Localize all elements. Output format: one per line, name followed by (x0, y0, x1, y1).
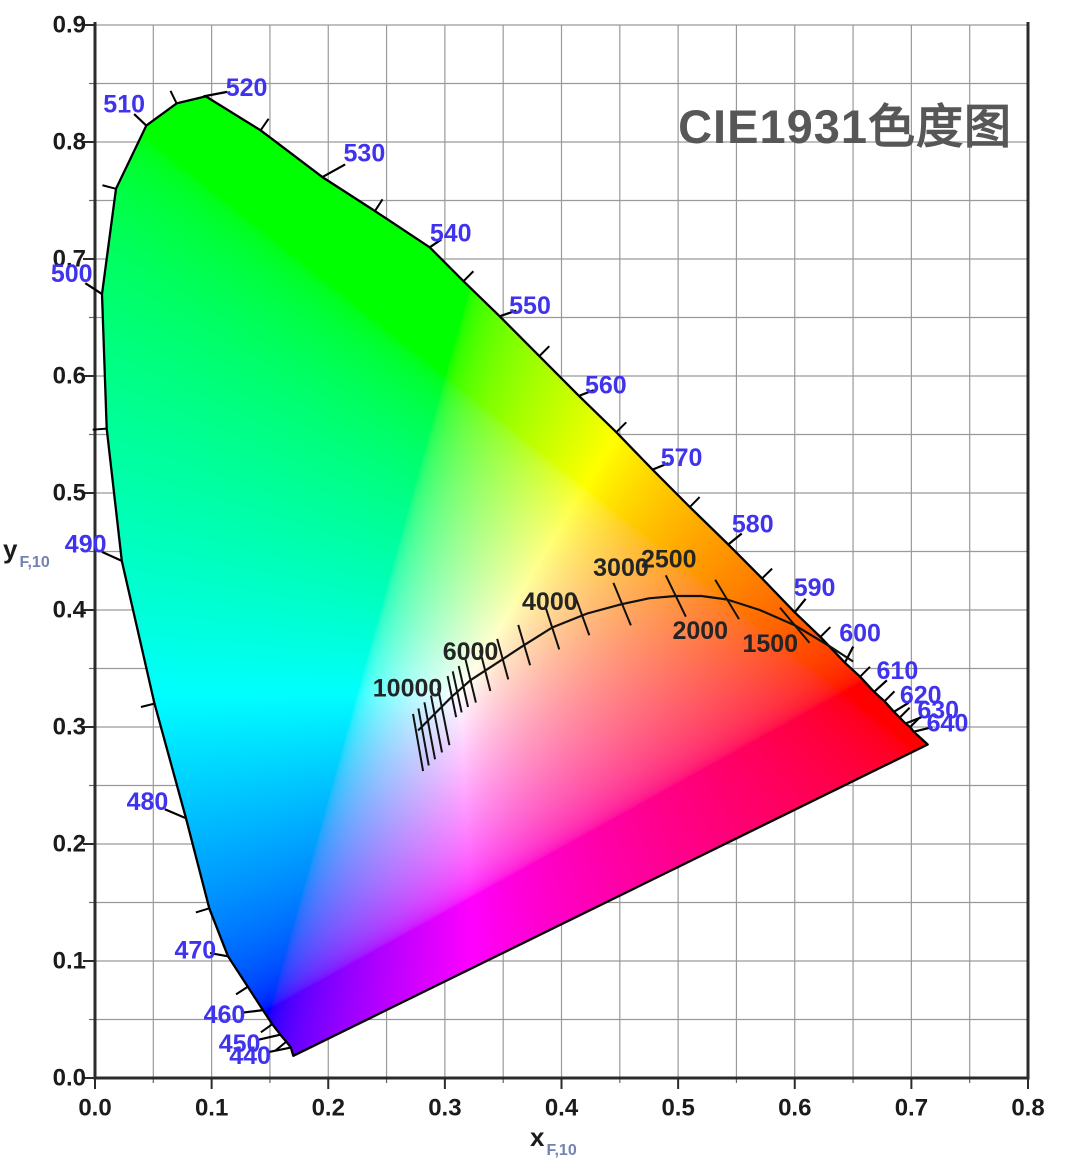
wavelength-label: 510 (103, 91, 145, 119)
wavelength-label: 500 (51, 260, 93, 288)
wavelength-minor-tick (102, 184, 117, 190)
wavelength-tick (893, 701, 910, 713)
wavelength-label: 530 (344, 140, 386, 168)
wavelength-tick (268, 1046, 292, 1054)
wavelength-minor-tick (615, 421, 627, 433)
cct-isotherm-tick (457, 665, 470, 708)
wavelength-label: 640 (927, 709, 969, 737)
wavelength-tick (164, 808, 187, 820)
wavelength-label: 440 (229, 1042, 271, 1070)
cct-isotherm-tick (464, 657, 477, 703)
cct-label: 1500 (742, 630, 798, 658)
cct-label: 10000 (373, 674, 443, 702)
wavelength-minor-tick (92, 427, 107, 431)
spectral-locus-outline (100, 95, 929, 1057)
wavelength-label: 610 (877, 657, 919, 685)
y-axis-subscript: F,10 (19, 554, 50, 571)
wavelength-tick (913, 726, 933, 733)
wavelength-label: 570 (661, 444, 703, 472)
wavelength-tick (499, 309, 517, 318)
wavelength-tick (873, 679, 888, 693)
y-axis-symbol: y (3, 534, 18, 564)
wavelength-label: 630 (917, 697, 959, 725)
cct-label: 4000 (522, 588, 578, 616)
wavelength-tick (133, 113, 148, 127)
wavelength-tick (652, 462, 669, 471)
cct-isotherm-tick (544, 605, 561, 650)
chart-title: CIE1931色度图 (678, 100, 1012, 153)
cct-isotherm-tick (446, 675, 458, 718)
cct-isotherm-tick (478, 650, 492, 692)
cct-label: 2000 (672, 617, 728, 645)
wavelength-minor-tick (259, 118, 270, 131)
cct-label: 3000 (593, 554, 649, 582)
cct-isotherm-tick (714, 579, 740, 620)
wavelength-label: 600 (839, 619, 881, 647)
wavelength-minor-tick (689, 496, 701, 508)
cct-label: 2500 (641, 546, 697, 574)
wavelength-tick (321, 163, 346, 179)
wavelength-tick (203, 90, 228, 98)
wavelength-minor-tick (859, 666, 871, 678)
wavelength-label: 460 (204, 1001, 246, 1029)
wavelength-minor-tick (260, 1023, 273, 1034)
x-axis-title: x F,10 (530, 1122, 577, 1159)
wavelength-tick (429, 238, 442, 249)
wavelength-tick (101, 550, 123, 562)
cct-isotherm-tick (779, 606, 811, 644)
cct-isotherm-tick (496, 638, 510, 680)
wavelength-minor-tick (883, 690, 896, 702)
wavelength-label: 490 (65, 530, 107, 558)
cct-isotherm-tick (412, 713, 425, 772)
x-axis-subscript: F,10 (546, 1142, 577, 1159)
cct-isotherm-tick (612, 582, 632, 626)
wavelength-minor-tick (235, 985, 249, 996)
cct-isotherm-tick (423, 702, 437, 760)
cct-isotherm-tick (574, 595, 591, 636)
wavelength-minor-tick (195, 907, 210, 914)
cct-isotherm-tick (517, 624, 532, 666)
wavelength-minor-tick (140, 702, 155, 708)
wavelength-minor-tick (274, 1040, 287, 1052)
wavelength-tick (241, 1009, 264, 1014)
wavelength-tick (257, 1033, 281, 1041)
wavelength-label: 620 (900, 681, 942, 709)
wavelength-label: 540 (430, 219, 472, 247)
wavelength-minor-tick (899, 707, 911, 719)
wavelength-tick (843, 646, 855, 664)
y-axis-title: y F,10 (3, 534, 50, 571)
cct-isotherm-tick (451, 671, 463, 713)
cct-isotherm-tick (417, 708, 430, 766)
wavelength-tick (578, 389, 595, 397)
wavelength-minor-tick (761, 567, 773, 580)
wavelength-label: 550 (509, 292, 551, 320)
wavelength-minor-tick (819, 626, 832, 638)
wavelength-tick (905, 715, 924, 725)
cct-label: 6000 (443, 638, 499, 666)
cct-isotherm-tick (430, 695, 443, 753)
wavelength-label: 580 (732, 511, 774, 539)
wavelength-minor-tick (374, 198, 384, 212)
wavelength-minor-tick (169, 90, 178, 104)
wavelength-label: 520 (226, 74, 268, 102)
wavelength-label: 560 (585, 371, 627, 399)
cct-isotherm-tick (437, 688, 451, 746)
planckian-locus (417, 594, 854, 732)
wavelength-label: 450 (219, 1030, 261, 1058)
x-axis-symbol: x (530, 1122, 545, 1152)
wavelength-minor-tick (462, 270, 475, 282)
wavelength-tick (84, 282, 103, 296)
cct-isotherm-tick (664, 574, 687, 618)
wavelength-label: 590 (794, 574, 836, 602)
wavelength-label: 470 (174, 936, 216, 964)
wavelength-minor-tick (538, 345, 550, 357)
wavelength-tick (209, 952, 229, 958)
wavelength-tick (793, 598, 807, 614)
wavelength-tick (727, 532, 743, 546)
wavelength-label: 480 (127, 788, 169, 816)
